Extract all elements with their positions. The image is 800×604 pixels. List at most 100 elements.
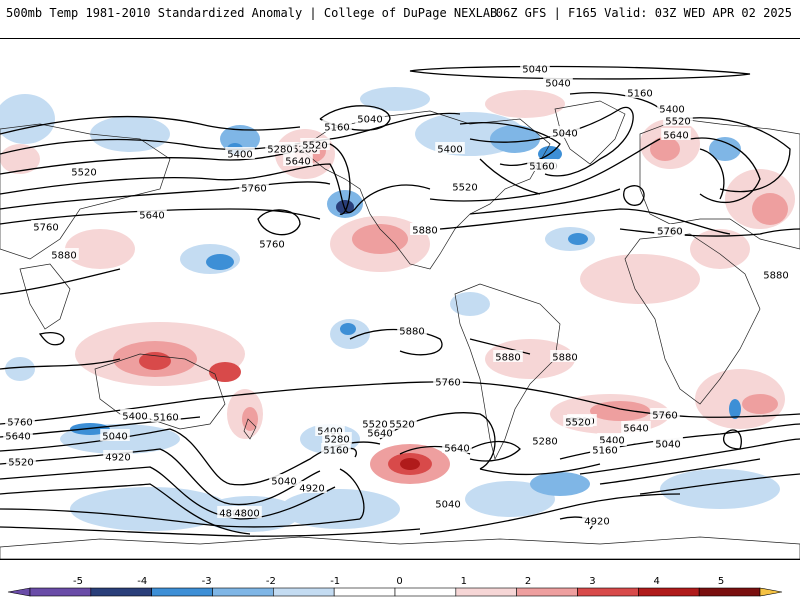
contour-label-bg: [410, 223, 440, 235]
colorbar-segment: [29, 587, 92, 597]
contour-label: 5880: [763, 271, 788, 282]
anomaly-patch: [485, 90, 565, 118]
contour-label: 5160: [153, 413, 178, 424]
contour-label-bg: [31, 220, 61, 232]
anomaly-patch: [336, 200, 354, 214]
height-contour-line: [459, 122, 561, 166]
colorbar-strip: [7, 587, 783, 597]
anomaly-patch: [0, 94, 55, 144]
height-contour-line: [469, 188, 621, 215]
contour-label-bg: [543, 76, 573, 88]
contour-label: 5160: [324, 123, 349, 134]
contour-label: 5040: [522, 65, 547, 76]
anomaly-patch: [650, 137, 680, 161]
height-contour-line: [339, 468, 365, 520]
contour-label-bg: [550, 126, 580, 138]
height-contour-line: [0, 466, 336, 520]
contour-label: 5040: [435, 500, 460, 511]
contour-label: 4800: [234, 509, 259, 520]
contour-label-bg: [590, 443, 620, 455]
height-contour-line: [723, 429, 742, 450]
contour-label-bg: [5, 415, 35, 427]
contour-label-bg: [321, 443, 351, 455]
colorbar-segment: [151, 587, 213, 597]
contour-label: 5760: [33, 223, 58, 234]
contour-label: 5040: [552, 129, 577, 140]
contour-label-bg: [387, 417, 417, 429]
contour-label-bg: [621, 421, 651, 433]
colorbar-segment: [455, 587, 517, 597]
contour-label: 5640: [367, 429, 392, 440]
contour-label: 5160: [323, 446, 348, 457]
contour-label-bg: [433, 497, 463, 509]
colorbar-min-arrow: [7, 587, 31, 597]
contour-label-bg: [232, 506, 262, 518]
height-contours: [0, 65, 800, 537]
height-contour-line: [623, 185, 645, 206]
anomaly-patch: [465, 481, 555, 517]
contour-label: 5520: [302, 141, 327, 152]
contour-label: 5400: [599, 436, 624, 447]
anomaly-patch: [530, 472, 590, 496]
contour-label: 5520: [565, 418, 590, 429]
contour-label-bg: [520, 62, 550, 74]
colorbar-max-arrow: [759, 587, 783, 597]
colorbar-tick-label: 0: [396, 576, 402, 587]
contour-label: 5760: [241, 184, 266, 195]
height-contour-line: [579, 438, 800, 475]
contour-label-bg: [625, 86, 655, 98]
contour-label: 5760: [652, 411, 677, 422]
coastline: [299, 110, 551, 270]
color-legend: -5 -4 -3 -2 -1 0 1 2 3 4 5: [0, 560, 800, 600]
coastline: [243, 418, 257, 440]
height-contour-line: [689, 137, 761, 204]
contour-label-bg: [493, 350, 523, 362]
anomaly-patch: [360, 87, 430, 111]
height-contour-line: [699, 148, 725, 200]
height-contour-line: [0, 358, 121, 370]
height-contour-line: [38, 332, 65, 346]
contour-label: 5640: [663, 131, 688, 142]
colorbar-tick-label: -2: [266, 576, 276, 587]
contour-label-bg: [269, 474, 299, 486]
anomaly-patch: [709, 137, 741, 161]
colorbar-segment: [273, 587, 335, 597]
colorbar-segment: [577, 587, 639, 597]
contour-label-bg: [663, 114, 693, 126]
height-contour-line: [0, 428, 381, 486]
contour-label-bg: [435, 142, 465, 154]
height-contour-line: [257, 209, 301, 236]
coastline: [0, 123, 171, 260]
height-contour-line: [409, 65, 751, 80]
contour-label-bg: [433, 375, 463, 387]
height-contour-line: [469, 440, 521, 462]
height-contour-line: [0, 143, 351, 215]
contour-label: 4920: [299, 484, 324, 495]
height-contour-line: [639, 473, 800, 495]
contour-label: 5040: [357, 115, 382, 126]
contour-label-bg: [650, 408, 680, 420]
contour-label-bg: [661, 128, 691, 140]
contour-label: 4800: [219, 509, 244, 520]
contour-label-bg: [300, 138, 330, 150]
contour-label-bg: [442, 441, 472, 453]
contour-label-bg: [297, 481, 327, 493]
anomaly-patch: [0, 144, 40, 174]
contour-label: 5640: [285, 157, 310, 168]
anomaly-patch: [65, 229, 135, 269]
height-contour-line: [469, 106, 634, 177]
contour-label-bg: [360, 417, 390, 429]
colorbar-segment: [516, 587, 578, 597]
height-contour-line: [349, 328, 443, 356]
contour-label-bg: [655, 224, 685, 236]
colorbar-tick-label: -5: [73, 576, 83, 587]
height-contour-line: [599, 458, 761, 485]
contour-label-bg: [265, 142, 295, 154]
colorbar-tick-label: 1: [461, 576, 467, 587]
contour-label-bg: [450, 180, 480, 192]
contour-label-bg: [103, 450, 133, 462]
contour-label-bg: [49, 248, 79, 260]
contour-label-bg: [582, 514, 612, 526]
coastline: [639, 118, 800, 250]
contour-label-bg: [6, 455, 36, 467]
